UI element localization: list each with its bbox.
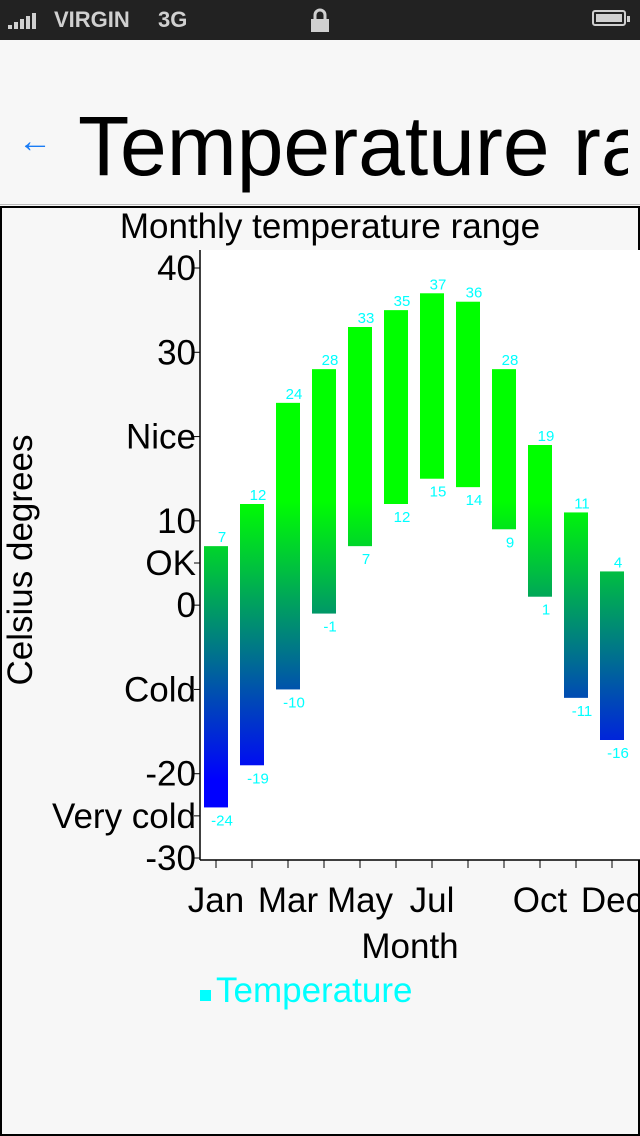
y-tick-label: Very cold [52, 797, 196, 836]
data-label-high: 28 [502, 352, 519, 369]
bar-May [348, 327, 372, 547]
y-tick-label: -30 [145, 839, 196, 878]
bar-Aug [456, 301, 480, 488]
lock-icon [311, 8, 329, 32]
data-label-low: 14 [466, 492, 483, 509]
y-tick-label: 40 [157, 249, 196, 288]
x-axis-label: Month [361, 927, 458, 966]
data-label-low: 1 [542, 602, 550, 619]
data-label-low: -10 [283, 694, 305, 711]
battery-icon [592, 10, 630, 26]
data-label-high: 28 [322, 352, 339, 369]
data-label-low: 15 [430, 484, 447, 501]
data-label-high: 19 [538, 428, 555, 445]
bar-Sep [492, 369, 516, 530]
network-type: 3G [158, 7, 188, 32]
x-tick-label: Jan [188, 881, 244, 920]
legend-swatch [200, 990, 211, 1001]
status-bar: VIRGIN 3G [0, 0, 640, 40]
x-tick-label: Oct [513, 881, 568, 920]
carrier-name: VIRGIN [54, 7, 130, 32]
data-label-low: 12 [394, 509, 411, 526]
bar-Nov [564, 512, 588, 698]
data-label-high: 37 [430, 276, 447, 293]
bar-Oct [528, 445, 552, 597]
bar-Jun [384, 310, 408, 504]
data-label-low: -11 [572, 703, 593, 720]
bar-Jul [420, 293, 444, 479]
x-tick-label: Mar [258, 881, 319, 920]
data-label-low: 7 [362, 551, 370, 568]
navigation-bar: ← Temperature range [0, 40, 640, 205]
y-tick-label: Cold [124, 670, 196, 709]
x-tick-label: May [327, 881, 394, 920]
y-tick-label: 0 [177, 586, 196, 625]
bar-Jan [204, 546, 228, 808]
data-label-low: -24 [211, 812, 233, 829]
data-label-low: 9 [506, 534, 514, 551]
data-label-high: 4 [614, 554, 622, 571]
data-label-low: -19 [247, 770, 269, 787]
data-label-high: 12 [250, 487, 267, 504]
signal-icon [8, 13, 36, 29]
y-tick-label: -20 [145, 755, 196, 794]
chart-title: Monthly temperature range [120, 207, 540, 246]
bar-Dec [600, 571, 624, 740]
legend-item[interactable]: Temperature [216, 971, 412, 1010]
bar-Apr [312, 369, 336, 614]
data-label-high: 35 [394, 293, 411, 310]
data-label-high: 7 [218, 529, 226, 546]
arrow-left-icon[interactable]: ← [18, 122, 52, 160]
data-label-low: -1 [323, 619, 336, 636]
page-title: Temperature range [78, 99, 628, 193]
y-axis-label: Celsius degrees [1, 435, 40, 686]
data-label-high: 36 [466, 285, 483, 302]
x-tick-label: Dec [581, 881, 640, 920]
data-label-high: 11 [574, 495, 590, 512]
bar-Mar [276, 402, 300, 690]
data-label-high: 24 [286, 386, 303, 403]
data-label-high: 33 [358, 310, 375, 327]
data-label-low: -16 [607, 745, 629, 762]
y-tick-label: 30 [157, 333, 196, 372]
bar-Feb [240, 504, 264, 766]
y-tick-label: OK [145, 544, 196, 583]
x-tick-label: Jul [410, 881, 455, 920]
y-tick-label: Nice [126, 418, 196, 457]
y-tick-label: 10 [157, 502, 196, 541]
